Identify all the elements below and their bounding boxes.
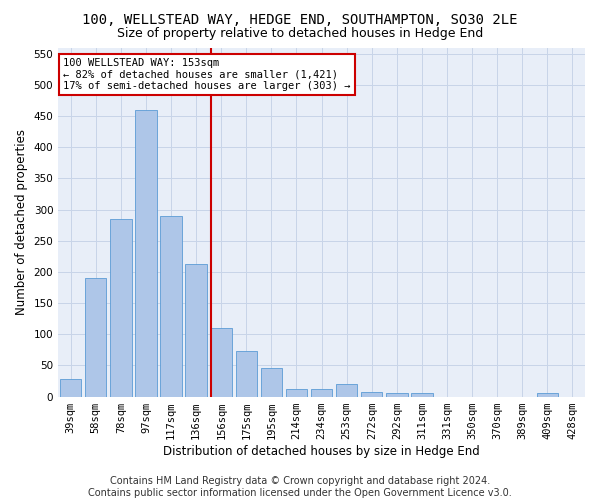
Text: Size of property relative to detached houses in Hedge End: Size of property relative to detached ho…: [117, 28, 483, 40]
Text: 100, WELLSTEAD WAY, HEDGE END, SOUTHAMPTON, SO30 2LE: 100, WELLSTEAD WAY, HEDGE END, SOUTHAMPT…: [82, 12, 518, 26]
X-axis label: Distribution of detached houses by size in Hedge End: Distribution of detached houses by size …: [163, 444, 480, 458]
Text: 100 WELLSTEAD WAY: 153sqm
← 82% of detached houses are smaller (1,421)
17% of se: 100 WELLSTEAD WAY: 153sqm ← 82% of detac…: [64, 58, 351, 91]
Bar: [361, 392, 382, 396]
Y-axis label: Number of detached properties: Number of detached properties: [15, 129, 28, 315]
Bar: [236, 351, 257, 397]
Bar: [211, 328, 232, 396]
Bar: [386, 393, 407, 396]
Bar: [537, 394, 558, 396]
Bar: [185, 264, 207, 396]
Bar: [85, 278, 106, 396]
Bar: [136, 110, 157, 397]
Text: Contains HM Land Registry data © Crown copyright and database right 2024.
Contai: Contains HM Land Registry data © Crown c…: [88, 476, 512, 498]
Bar: [110, 219, 131, 396]
Bar: [311, 389, 332, 396]
Bar: [286, 389, 307, 396]
Bar: [261, 368, 282, 396]
Bar: [411, 394, 433, 396]
Bar: [60, 379, 82, 396]
Bar: [160, 216, 182, 396]
Bar: [336, 384, 358, 396]
